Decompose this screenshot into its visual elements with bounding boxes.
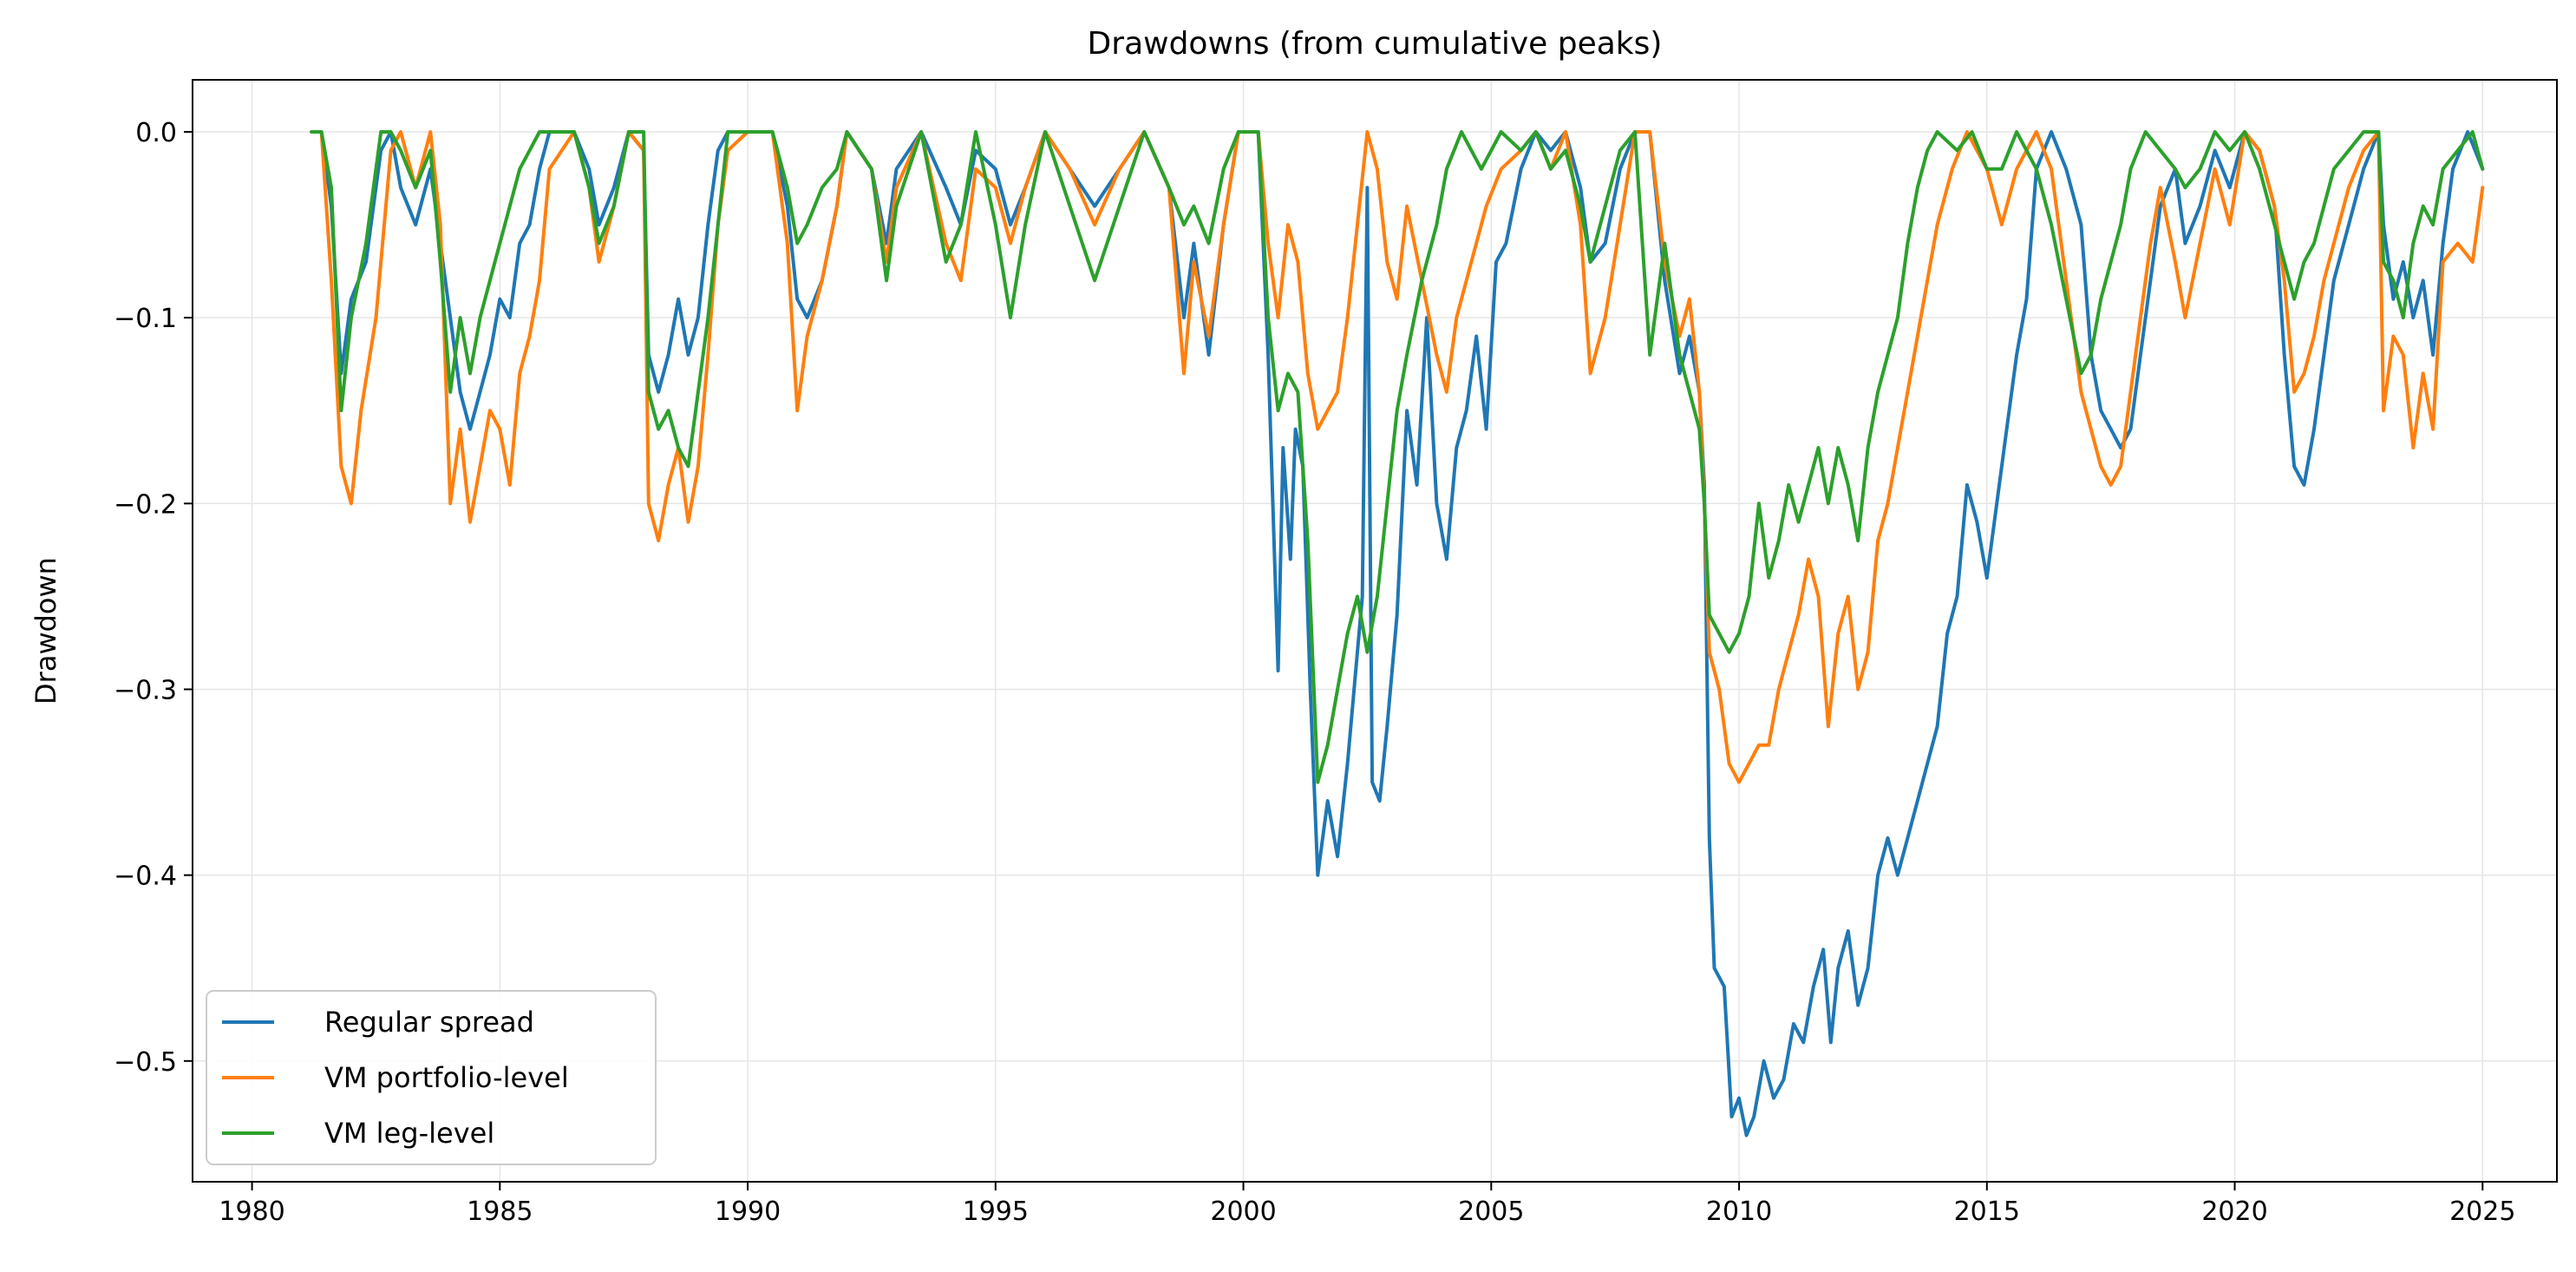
y-tick-label: −0.2: [114, 489, 177, 520]
y-tick-label: −0.4: [114, 862, 177, 892]
x-tick-label: 1990: [715, 1197, 781, 1227]
legend-label: Regular spread: [324, 1006, 534, 1039]
chart-title: Drawdowns (from cumulative peaks): [1088, 26, 1663, 62]
x-tick-label: 2010: [1706, 1197, 1772, 1227]
legend: Regular spread VM portfolio-level VM leg-l…: [206, 990, 657, 1165]
x-tick-label: 1980: [219, 1197, 284, 1227]
x-tick-label: 1995: [963, 1197, 1029, 1227]
y-tick-label: −0.3: [114, 675, 177, 705]
y-tick-label: 0.0: [135, 118, 177, 148]
series-line-3: [310, 130, 2485, 784]
x-tick-label: 2025: [2449, 1197, 2515, 1227]
x-tick-label: 2005: [1458, 1197, 1524, 1227]
y-axis-label: Drawdown: [29, 557, 62, 705]
x-tick-label: 2000: [1210, 1197, 1276, 1227]
legend-label: VM leg-level: [324, 1117, 494, 1150]
x-tick-label: 1985: [467, 1197, 533, 1227]
plot-frame: [192, 79, 2558, 1183]
x-tick-label: 2015: [1954, 1197, 2020, 1227]
y-axis: 0.0 −0.1 −0.2 −0.3 −0.4 −0.5: [114, 118, 193, 1078]
y-tick-label: −0.5: [114, 1047, 177, 1078]
legend-box: [206, 990, 657, 1165]
x-tick-label: 2020: [2201, 1197, 2267, 1227]
series-layer: [310, 130, 2485, 1138]
legend-label: VM portfolio-level: [324, 1061, 569, 1094]
y-tick-label: −0.1: [114, 304, 177, 334]
x-axis: 1980 1985 1990 1995 2000 2005 2010 2015 2020 2025: [219, 1182, 2515, 1227]
